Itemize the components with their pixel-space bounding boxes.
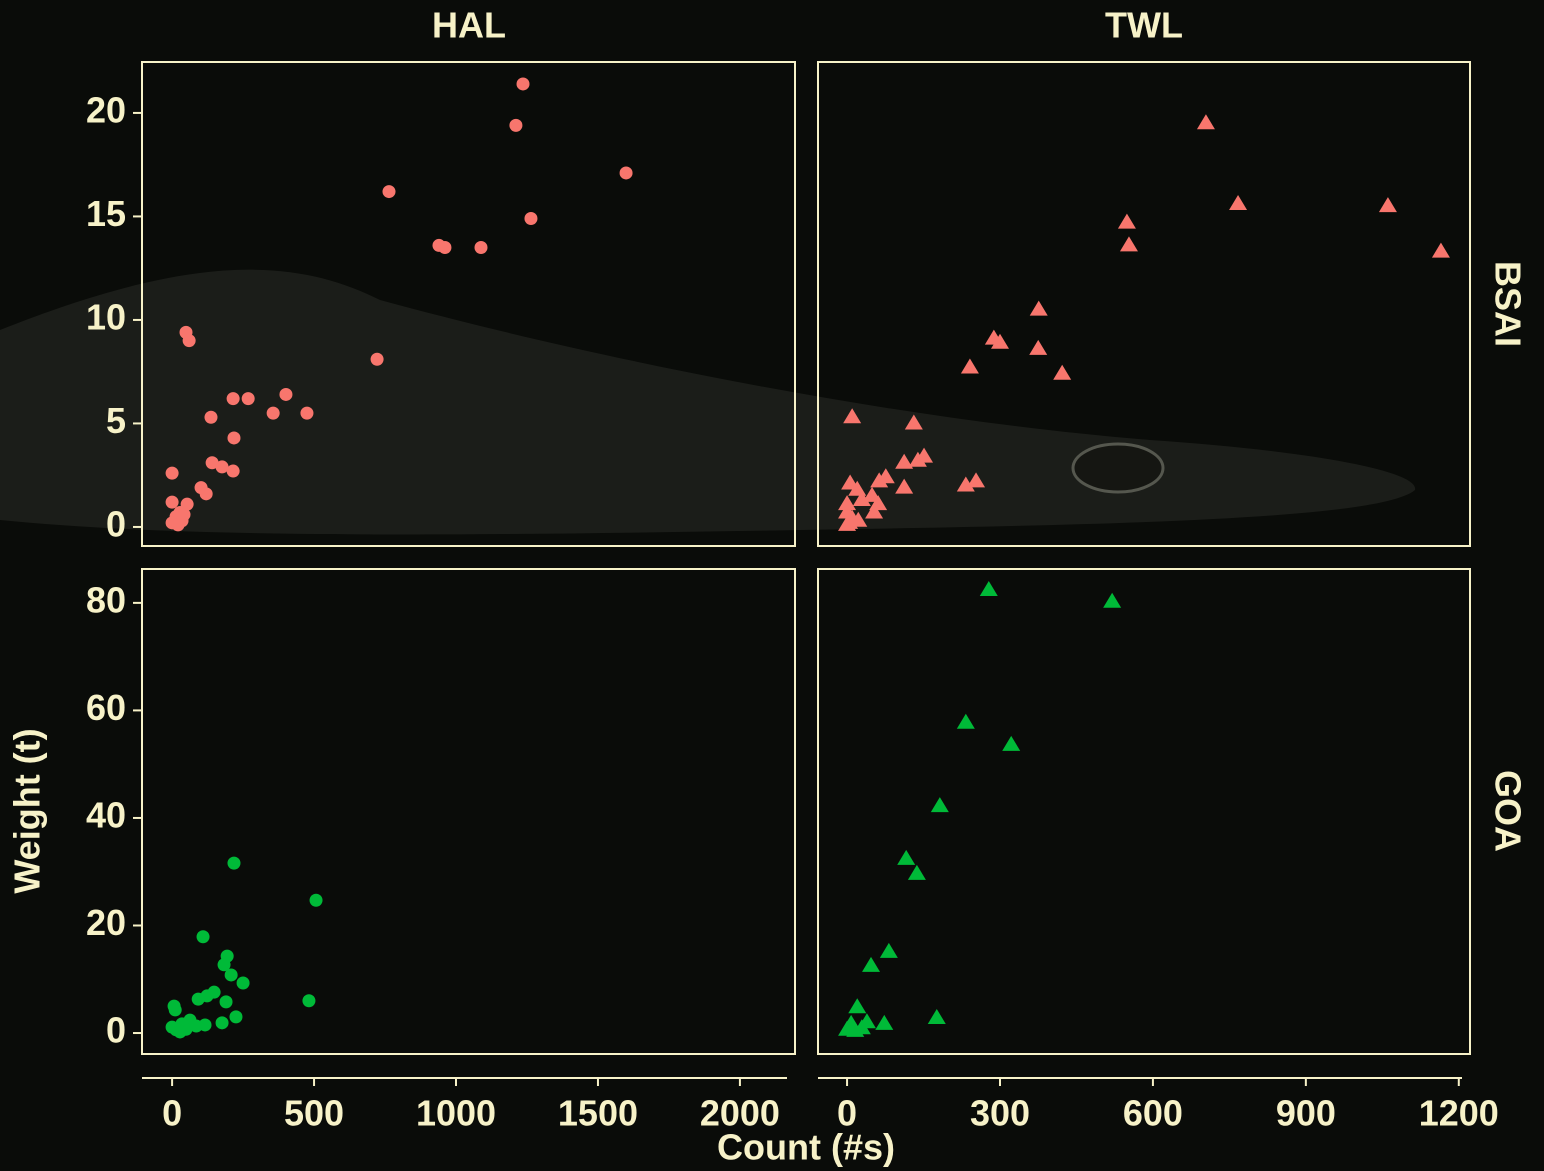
x-tick-label: 500 — [284, 1093, 344, 1134]
row-strip: BSAI — [1487, 261, 1528, 347]
x-tick-label: 0 — [837, 1093, 857, 1134]
column-strip: TWL — [1105, 5, 1183, 46]
background-shark-eye — [1073, 444, 1163, 492]
x-tick-label: 300 — [970, 1093, 1030, 1134]
point — [166, 467, 179, 480]
y-tick-label: 5 — [106, 400, 126, 441]
row-strip: GOA — [1487, 770, 1528, 852]
point — [371, 353, 384, 366]
y-tick-label: 0 — [106, 1010, 126, 1051]
point — [438, 241, 451, 254]
point — [204, 411, 217, 424]
point — [237, 977, 250, 990]
point — [227, 392, 240, 405]
x-tick-label: 2000 — [700, 1093, 780, 1134]
point — [229, 1010, 242, 1023]
point — [300, 407, 313, 420]
point — [197, 930, 210, 943]
point — [174, 1025, 187, 1038]
y-tick-label: 80 — [86, 579, 126, 620]
point — [166, 496, 179, 509]
point — [524, 212, 537, 225]
y-tick-label: 20 — [86, 89, 126, 130]
point — [216, 460, 229, 473]
column-strip: HAL — [432, 5, 506, 46]
x-tick-label: 1200 — [1419, 1093, 1499, 1134]
x-tick-label: 0 — [162, 1093, 182, 1134]
y-tick-label: 0 — [106, 503, 126, 544]
point — [183, 334, 196, 347]
x-tick-label: 1000 — [416, 1093, 496, 1134]
point — [227, 465, 240, 478]
point — [620, 166, 633, 179]
y-tick-label: 10 — [86, 296, 126, 337]
point — [310, 894, 323, 907]
point — [178, 508, 191, 521]
point — [192, 993, 205, 1006]
chart: HAL TWL BSAI GOA Weight (t) Count (#s) 0… — [0, 0, 1544, 1171]
y-tick-label: 15 — [86, 193, 126, 234]
point — [225, 968, 238, 981]
point — [169, 1003, 182, 1016]
point — [220, 995, 233, 1008]
background — [0, 0, 1544, 1171]
point — [200, 487, 213, 500]
x-tick-label: 600 — [1123, 1093, 1183, 1134]
point — [474, 241, 487, 254]
x-tick-label: 900 — [1276, 1093, 1336, 1134]
point — [267, 407, 280, 420]
y-tick-label: 60 — [86, 687, 126, 728]
point — [302, 994, 315, 1007]
point — [227, 431, 240, 444]
point — [383, 185, 396, 198]
point — [509, 119, 522, 132]
y-tick-label: 20 — [86, 902, 126, 943]
x-tick-label: 1500 — [558, 1093, 638, 1134]
point — [242, 392, 255, 405]
y-axis-label: Weight (t) — [7, 728, 48, 893]
point — [227, 857, 240, 870]
y-tick-label: 40 — [86, 794, 126, 835]
point — [279, 388, 292, 401]
point — [216, 1016, 229, 1029]
point — [517, 77, 530, 90]
